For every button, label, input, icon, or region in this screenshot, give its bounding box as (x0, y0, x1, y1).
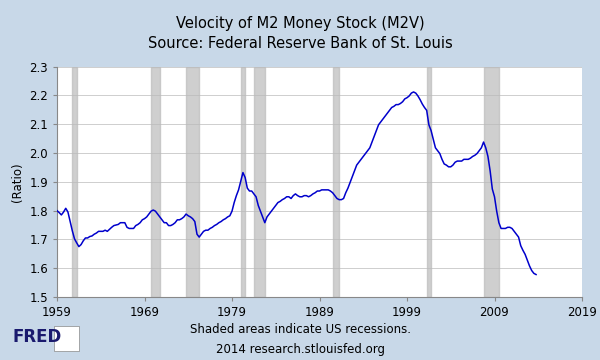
Bar (73, 67, 77, 297)
Bar (332, 67, 339, 297)
Text: FRED: FRED (12, 328, 61, 346)
Text: 2014 research.stlouisfed.org: 2014 research.stlouisfed.org (215, 343, 385, 356)
Bar (484, 67, 499, 297)
Bar (427, 67, 431, 297)
Text: Velocity of M2 Money Stock (M2V): Velocity of M2 Money Stock (M2V) (176, 16, 424, 31)
Bar (241, 67, 245, 297)
Text: Source: Federal Reserve Bank of St. Louis: Source: Federal Reserve Bank of St. Loui… (148, 36, 452, 51)
Bar (55, 326, 79, 351)
Bar (186, 67, 199, 297)
Y-axis label: (Ratio): (Ratio) (11, 162, 23, 202)
Bar (151, 67, 160, 297)
Text: Shaded areas indicate US recessions.: Shaded areas indicate US recessions. (190, 323, 410, 336)
Bar (254, 67, 265, 297)
